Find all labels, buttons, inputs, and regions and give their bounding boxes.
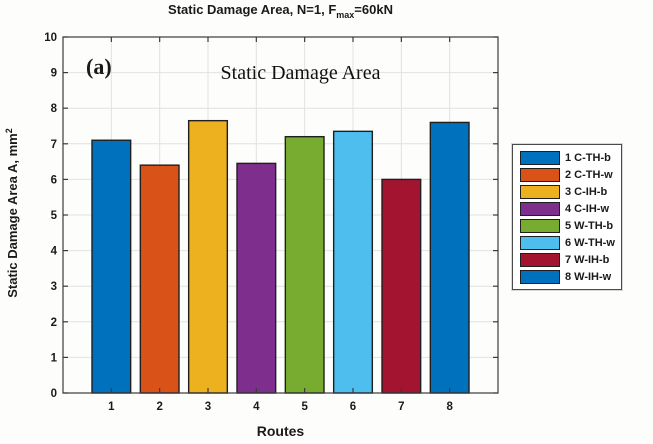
legend-swatch	[520, 150, 560, 165]
legend-item: 2 C-TH-w	[520, 166, 615, 183]
y-tick-label: 6	[51, 174, 57, 186]
legend-item: 4 C-IH-w	[520, 200, 615, 217]
x-tick-label: 7	[398, 401, 404, 413]
x-axis-label: Routes	[256, 423, 305, 439]
chart-title-subscript: max	[336, 10, 355, 20]
legend-swatch	[520, 201, 560, 216]
y-tick-label: 9	[51, 68, 57, 80]
x-tick-label: 6	[350, 401, 356, 413]
bar-route-6	[332, 130, 374, 394]
y-tick-label: 0	[51, 388, 57, 400]
panel-label: (a)	[86, 54, 112, 79]
legend-swatch	[520, 167, 560, 182]
legend-swatch	[520, 252, 560, 267]
y-tick-label: 3	[51, 281, 57, 293]
legend-label: 6 W-TH-w	[565, 236, 615, 249]
y-tick-label: 5	[51, 210, 58, 222]
y-tick-label: 10	[44, 32, 57, 44]
legend-item: 7 W-IH-b	[520, 251, 615, 268]
inner-annotation-title: Static Damage Area	[220, 62, 381, 84]
bar-route-4	[236, 162, 277, 394]
bar-route-7	[381, 178, 422, 394]
bar-route-3	[187, 119, 229, 394]
legend-item: 5 W-TH-b	[520, 217, 615, 234]
legend: 1 C-TH-b 2 C-TH-w 3 C-IH-b 4 C-IH-w 5 W-TH-b…	[512, 144, 622, 290]
y-tick-label: 1	[51, 352, 58, 364]
x-tick-label: 3	[205, 401, 211, 413]
legend-label: 1 C-TH-b	[565, 151, 611, 164]
y-tick-label: 8	[51, 103, 58, 115]
legend-item: 1 C-TH-b	[520, 149, 615, 166]
chart-title-suffix: =60kN	[354, 2, 393, 17]
chart-title: Static Damage Area, N=1, Fmax=60kN	[63, 2, 498, 20]
legend-label: 8 W-IH-w	[565, 270, 612, 283]
bar-route-1	[91, 139, 132, 394]
x-tick-label: 1	[108, 401, 115, 413]
x-tick-label: 5	[301, 401, 308, 413]
legend-swatch	[520, 269, 560, 284]
legend-swatch	[520, 184, 560, 199]
legend-item: 8 W-IH-w	[520, 268, 615, 285]
legend-swatch	[520, 218, 560, 233]
y-tick-label: 4	[51, 246, 58, 258]
y-tick-label: 2	[51, 317, 57, 329]
x-tick-label: 8	[446, 401, 453, 413]
legend-label: 2 C-TH-w	[565, 168, 613, 181]
chart-title-text: Static Damage Area, N=1, F	[168, 2, 337, 17]
x-tick-label: 4	[253, 401, 260, 413]
legend-item: 3 C-IH-b	[520, 183, 615, 200]
x-tick-label: 2	[156, 401, 162, 413]
y-tick-label: 7	[51, 139, 57, 151]
bar-route-8	[429, 121, 470, 394]
legend-label: 3 C-IH-b	[565, 185, 608, 198]
legend-label: 4 C-IH-w	[565, 202, 609, 215]
legend-label: 7 W-IH-b	[565, 253, 610, 266]
bar-route-5	[284, 135, 325, 394]
legend-swatch	[520, 235, 560, 250]
bar-route-2	[139, 164, 180, 394]
legend-item: 6 W-TH-w	[520, 234, 615, 251]
legend-label: 5 W-TH-b	[565, 219, 614, 232]
